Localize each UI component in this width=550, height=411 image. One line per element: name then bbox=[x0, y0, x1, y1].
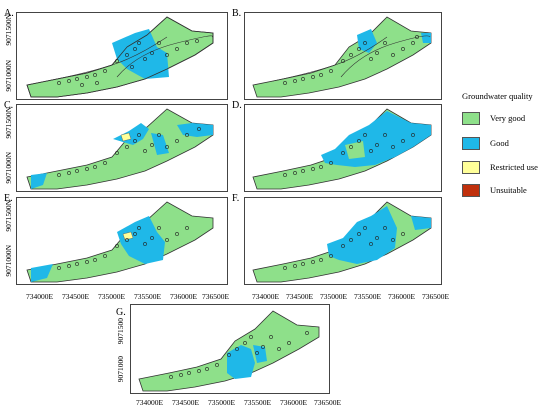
legend-label: Restricted use bbox=[490, 162, 538, 172]
x-tick-label: 735500E bbox=[244, 398, 272, 407]
y-axis-label-bottom: 9071000N bbox=[4, 245, 13, 277]
legend-item-very-good: Very good bbox=[462, 111, 525, 125]
legend-label: Good bbox=[490, 138, 509, 148]
map-panel-e bbox=[16, 197, 228, 285]
map-a bbox=[26, 16, 214, 98]
panel-label-f: F. bbox=[232, 193, 240, 204]
map-d bbox=[252, 108, 432, 190]
map-panel-g bbox=[130, 304, 330, 394]
x-tick-label: 736000E bbox=[170, 292, 198, 301]
legend-label: Very good bbox=[490, 113, 526, 123]
legend-swatch bbox=[462, 160, 480, 174]
legend-item-unsuitable: Unsuitable bbox=[462, 183, 527, 197]
x-tick-label: 735500E bbox=[134, 292, 162, 301]
panel-label-c: C. bbox=[4, 100, 14, 111]
x-tick-label: 736500E bbox=[202, 292, 230, 301]
y-axis-label-top: 9071500N bbox=[4, 14, 13, 46]
y-axis-label-bottom: 9071000N bbox=[4, 152, 13, 184]
x-tick-label: 734500E bbox=[62, 292, 90, 301]
x-tick-label: 736000E bbox=[280, 398, 308, 407]
legend: Groundwater quality Very good Good Restr… bbox=[456, 91, 548, 197]
x-tick-label: 734500E bbox=[286, 292, 314, 301]
y-axis-label-top: 9071500N bbox=[4, 107, 13, 139]
map-e bbox=[26, 201, 214, 283]
y-axis-label-top: 9071500 bbox=[116, 318, 125, 345]
legend-swatch bbox=[462, 183, 480, 197]
legend-title: Groundwater quality bbox=[462, 91, 533, 101]
legend-label: Unsuitable bbox=[490, 185, 527, 195]
map-panel-f bbox=[244, 197, 442, 285]
x-tick-label: 736500E bbox=[422, 292, 450, 301]
legend-item-restricted-use: Restricted use bbox=[462, 160, 538, 174]
x-tick-label: 734500E bbox=[172, 398, 200, 407]
x-tick-label: 734000E bbox=[136, 398, 164, 407]
map-panel-a bbox=[16, 12, 228, 100]
y-axis-label-bottom: 9071000 bbox=[116, 356, 125, 383]
legend-swatch bbox=[462, 111, 480, 125]
y-axis-label-top: 9071500N bbox=[4, 200, 13, 232]
legend-item-good: Good bbox=[462, 136, 509, 150]
map-f bbox=[252, 201, 432, 283]
x-tick-label: 734000E bbox=[252, 292, 280, 301]
map-b bbox=[252, 16, 432, 98]
panel-label-a: A. bbox=[4, 8, 14, 19]
panel-label-e: E. bbox=[4, 193, 13, 204]
panel-label-g: G. bbox=[116, 307, 126, 318]
map-g bbox=[138, 310, 320, 392]
x-tick-label: 734000E bbox=[26, 292, 54, 301]
x-tick-label: 735500E bbox=[354, 292, 382, 301]
x-tick-label: 735000E bbox=[98, 292, 126, 301]
map-panel-b bbox=[244, 12, 442, 100]
x-tick-label: 736500E bbox=[314, 398, 342, 407]
legend-swatch bbox=[462, 136, 480, 150]
panel-label-d: D. bbox=[232, 100, 242, 111]
map-c bbox=[26, 108, 214, 190]
map-panel-d bbox=[244, 104, 442, 192]
y-axis-label-bottom: 9071000N bbox=[4, 60, 13, 92]
x-tick-label: 735000E bbox=[320, 292, 348, 301]
map-panel-c bbox=[16, 104, 228, 192]
x-tick-label: 736000E bbox=[388, 292, 416, 301]
panel-label-b: B. bbox=[232, 8, 242, 19]
x-tick-label: 735000E bbox=[208, 398, 236, 407]
